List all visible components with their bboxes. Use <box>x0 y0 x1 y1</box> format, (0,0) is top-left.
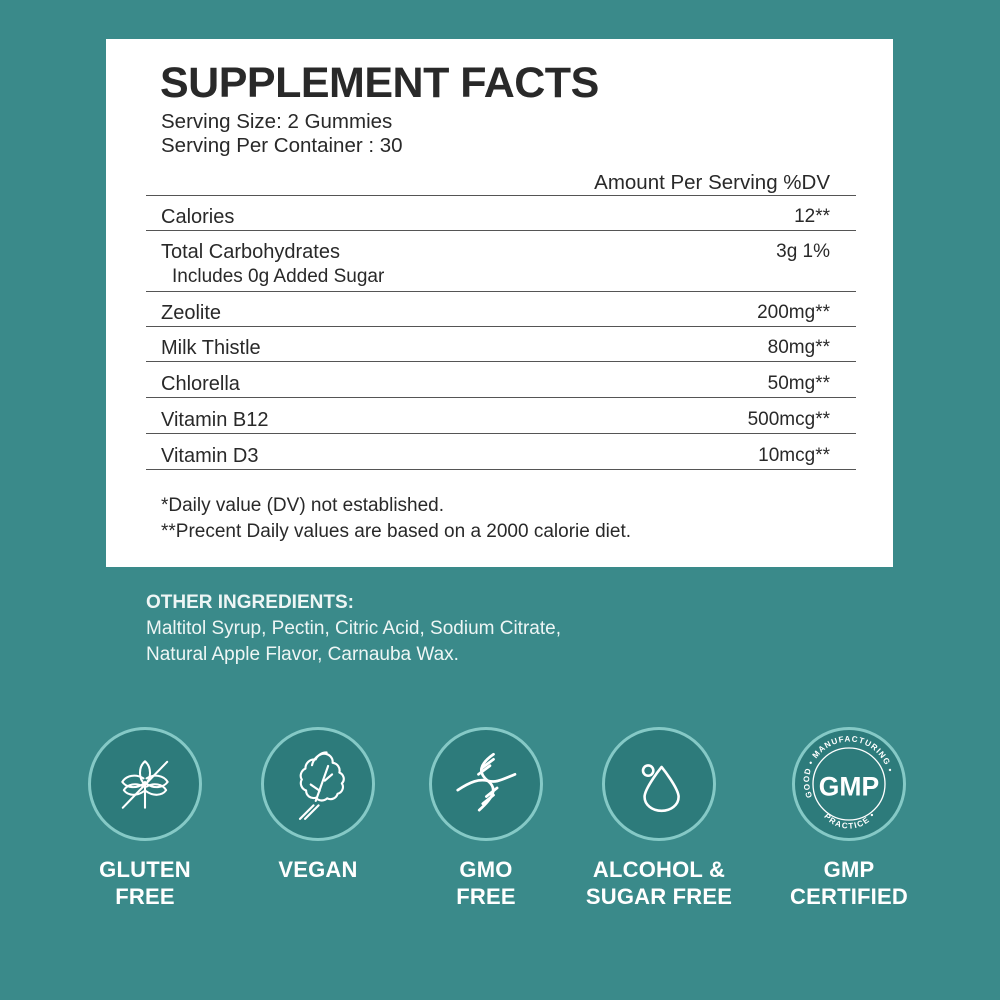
svg-text:GMP: GMP <box>819 771 879 801</box>
